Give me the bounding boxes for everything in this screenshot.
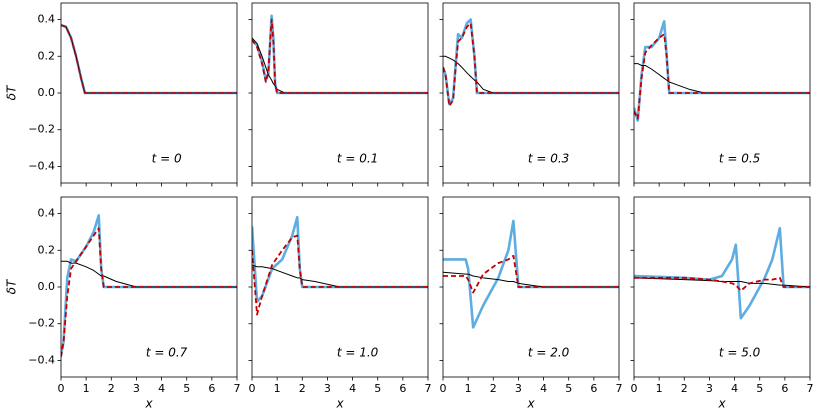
x-tick-label: 0 (249, 382, 256, 395)
x-tick-label: 3 (324, 382, 331, 395)
series-line (634, 226, 810, 320)
x-tick-label: 0 (631, 382, 638, 395)
y-tick-label: 0.4 (38, 13, 56, 26)
annotation: t = 0.5 (719, 152, 760, 166)
series-line (61, 24, 237, 94)
x-tick-label: 6 (208, 382, 215, 395)
series-line (61, 227, 237, 357)
series-line (252, 14, 428, 95)
x-tick-label: 7 (234, 382, 241, 395)
y-tick-label: −0.2 (28, 317, 55, 330)
x-tick-label: 5 (183, 382, 190, 395)
x-tick-label: 3 (133, 382, 140, 395)
x-tick-label: 4 (731, 382, 738, 395)
series-line (634, 276, 810, 292)
series-line (61, 214, 237, 356)
series-line (61, 260, 237, 288)
series-line (634, 277, 810, 288)
x-tick-label: 1 (274, 382, 281, 395)
plot-area (252, 14, 428, 95)
x-tick-label: 5 (565, 382, 572, 395)
annotation: t = 0.7 (146, 346, 188, 360)
series-line (443, 254, 619, 294)
series-line (252, 215, 428, 303)
series-line (252, 234, 428, 316)
x-tick-label: 7 (807, 382, 814, 395)
x-axis-label: x (144, 397, 153, 411)
series-line (252, 264, 428, 288)
annotation: t = 0 (152, 152, 182, 166)
series-line (443, 18, 619, 106)
x-tick-label: 6 (590, 382, 597, 395)
x-tick-label: 6 (399, 382, 406, 395)
x-tick-label: 1 (465, 382, 472, 395)
series-line (443, 55, 619, 94)
x-tick-label: 4 (349, 382, 356, 395)
y-tick-label: 0.2 (38, 243, 56, 256)
series-line (61, 23, 237, 95)
y-axis-label: δT (5, 278, 19, 294)
x-tick-label: 3 (515, 382, 522, 395)
y-tick-label: −0.4 (28, 353, 55, 366)
plot-area (252, 215, 428, 316)
y-tick-label: 0.0 (38, 86, 56, 99)
annotation: t = 5.0 (719, 346, 761, 360)
x-tick-label: 5 (756, 382, 763, 395)
y-tick-label: −0.4 (28, 159, 55, 172)
annotation: t = 2.0 (528, 346, 570, 360)
x-tick-label: 6 (781, 382, 788, 395)
series-line (634, 63, 810, 94)
x-tick-label: 2 (490, 382, 497, 395)
series-line (61, 24, 237, 94)
series-line (443, 22, 619, 107)
x-tick-label: 4 (540, 382, 547, 395)
x-tick-label: 3 (706, 382, 713, 395)
plot-area (443, 18, 619, 107)
x-tick-label: 2 (299, 382, 306, 395)
x-tick-label: 1 (83, 382, 90, 395)
plot-area (634, 20, 810, 122)
annotation: t = 0.3 (528, 152, 569, 166)
series-line (634, 33, 810, 120)
x-tick-label: 4 (158, 382, 165, 395)
x-axis-label: x (335, 397, 344, 411)
y-axis-label: δT (5, 84, 19, 100)
series-line (252, 37, 428, 94)
y-tick-label: 0.0 (38, 280, 56, 293)
x-tick-label: 2 (681, 382, 688, 395)
x-tick-label: 7 (616, 382, 623, 395)
x-tick-label: 7 (425, 382, 432, 395)
annotation: t = 1.0 (337, 346, 379, 360)
annotation: t = 0.1 (337, 152, 378, 166)
x-tick-label: 0 (440, 382, 447, 395)
x-tick-label: 2 (108, 382, 115, 395)
x-axis-label: x (526, 397, 535, 411)
y-tick-label: −0.2 (28, 123, 55, 136)
y-tick-label: 0.2 (38, 49, 56, 62)
x-axis-label: x (717, 397, 726, 411)
plot-area (634, 226, 810, 320)
plot-area (61, 214, 237, 357)
plot-area (61, 23, 237, 95)
x-tick-label: 0 (58, 382, 65, 395)
y-tick-label: 0.4 (38, 207, 56, 220)
series-line (252, 18, 428, 94)
plot-area (443, 219, 619, 329)
x-tick-label: 5 (374, 382, 381, 395)
x-tick-label: 1 (656, 382, 663, 395)
